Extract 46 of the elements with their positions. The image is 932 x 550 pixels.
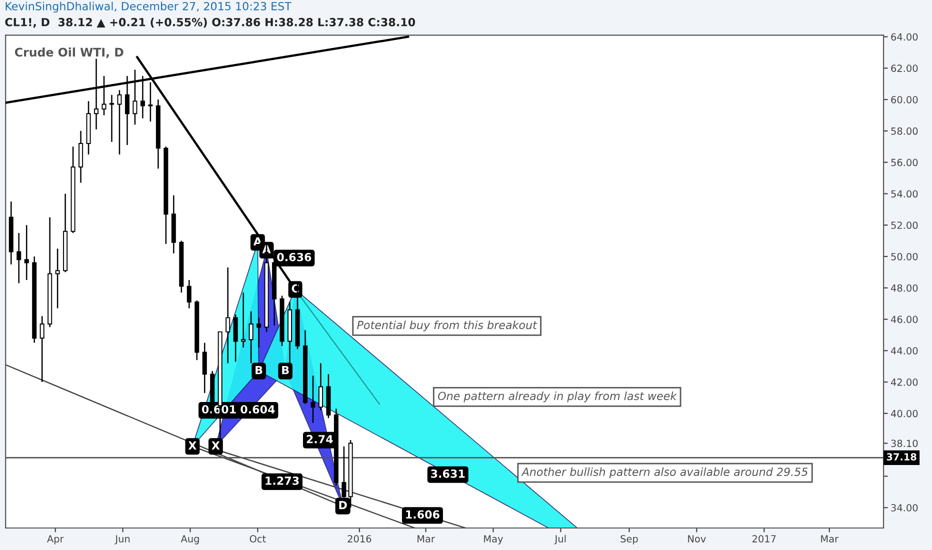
x-tick-label: Aug bbox=[180, 535, 199, 544]
text: KevinSinghDhaliwal, December 27, 2015 10:23 EST bbox=[6, 2, 292, 13]
y-tick-label: 40.00 bbox=[890, 410, 918, 418]
x-tick-label: Nov bbox=[688, 535, 706, 542]
y-tick-label: 60.00 bbox=[891, 96, 918, 104]
annotation: 1.606 bbox=[406, 510, 440, 519]
y-tick-label: 54.00 bbox=[891, 190, 918, 198]
x-tick-label: Jun bbox=[114, 535, 130, 544]
x-tick-label: Sep bbox=[620, 535, 638, 544]
annotation: Potential buy from this breakout bbox=[357, 320, 538, 332]
annotation: 0.604 bbox=[240, 405, 275, 414]
x-tick-label: Jul bbox=[554, 534, 566, 544]
ref-line-label: 37.18 bbox=[886, 453, 916, 461]
x-tick-label: 2016 bbox=[348, 535, 372, 542]
y-tick-label: 58.00 bbox=[891, 127, 918, 135]
y-tick-label: 48.00 bbox=[890, 284, 918, 292]
y-tick-label: 52.00 bbox=[891, 222, 918, 229]
y-tick-label: 42.00 bbox=[890, 378, 918, 386]
annotation: Another bullish pattern also available around 29.55 bbox=[521, 467, 808, 478]
annotation: 0.636 bbox=[277, 252, 312, 262]
x-tick-label: May bbox=[484, 535, 503, 544]
y-tick-label: 56.00 bbox=[891, 158, 918, 166]
y-tick-label: 34.00 bbox=[891, 504, 918, 512]
annotation: 0.601 bbox=[202, 405, 236, 414]
annotation: One pattern already in play from last week bbox=[438, 392, 677, 402]
annotation: 1.273 bbox=[266, 476, 299, 485]
annotation: B bbox=[256, 366, 262, 374]
y-tick-label: 50.00 bbox=[891, 252, 918, 260]
annotation: X bbox=[212, 441, 220, 450]
x-tick-label: 2017 bbox=[752, 535, 776, 542]
y-tick-label: 62.00 bbox=[891, 64, 918, 72]
y-tick-label: 44.00 bbox=[890, 347, 918, 354]
annotation: 3.631 bbox=[431, 469, 465, 478]
y-tick-label: 38.10 bbox=[891, 440, 918, 448]
annotation: X bbox=[188, 441, 197, 450]
y-tick-label: 64.00 bbox=[891, 33, 918, 41]
annotation: D bbox=[339, 500, 347, 510]
x-tick-label: Mar bbox=[418, 535, 435, 542]
chart-subtitle: CL1!, D 38.12 ▲ +0.21 (+0.55%) O:37.86 H:38.28 L:37.38 C:38.10 bbox=[5, 18, 416, 28]
y-tick-label: 46.00 bbox=[890, 316, 918, 324]
annotation: B bbox=[282, 366, 289, 374]
x-tick-label: Oct bbox=[250, 535, 266, 542]
x-tick-label: Apr bbox=[47, 535, 64, 544]
annotation: 2.74 bbox=[306, 434, 333, 444]
x-tick-label: Mar bbox=[821, 535, 839, 542]
text: Crude Oil WTI, D bbox=[14, 48, 124, 58]
